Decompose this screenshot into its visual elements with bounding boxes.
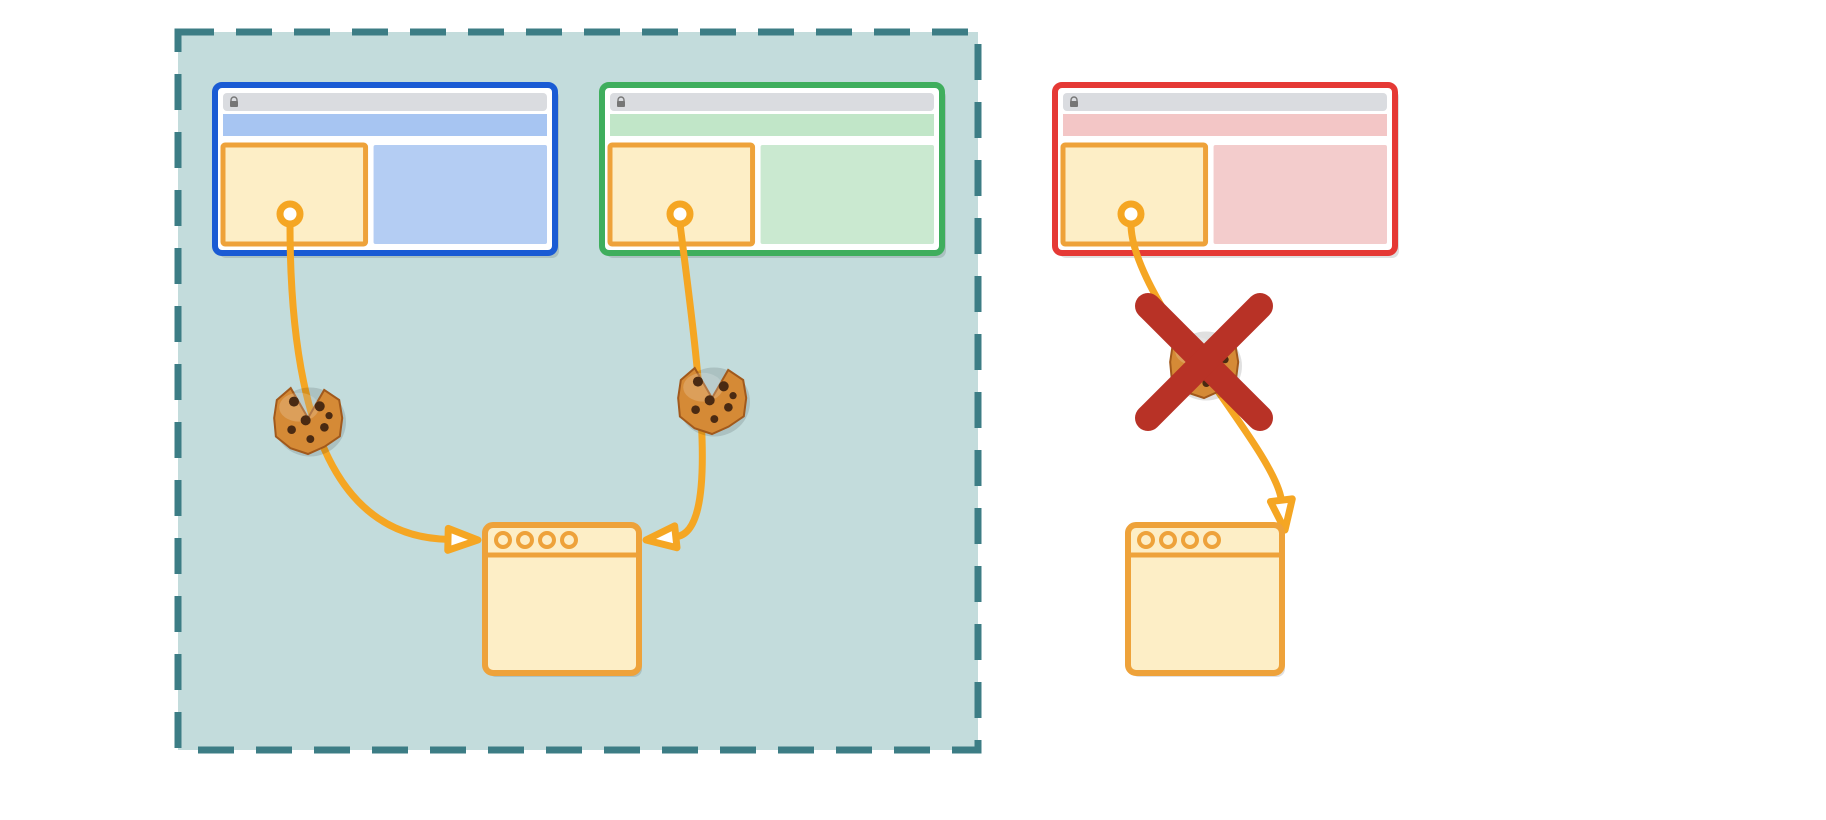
cookie-icon-left (274, 387, 346, 456)
server-window-right (1128, 525, 1285, 677)
cookie-icon-mid (678, 367, 750, 436)
embedded-content-blue (223, 145, 366, 244)
diagram-canvas: example.com example.co.uk 3p.site (0, 0, 1826, 820)
server-window-left (485, 525, 642, 677)
browser-window-green (602, 85, 946, 258)
blocked-x-icon (1148, 306, 1260, 418)
browser-window-blue (215, 85, 559, 258)
browser-window-red (1055, 85, 1399, 258)
svg-layer (0, 0, 1826, 820)
